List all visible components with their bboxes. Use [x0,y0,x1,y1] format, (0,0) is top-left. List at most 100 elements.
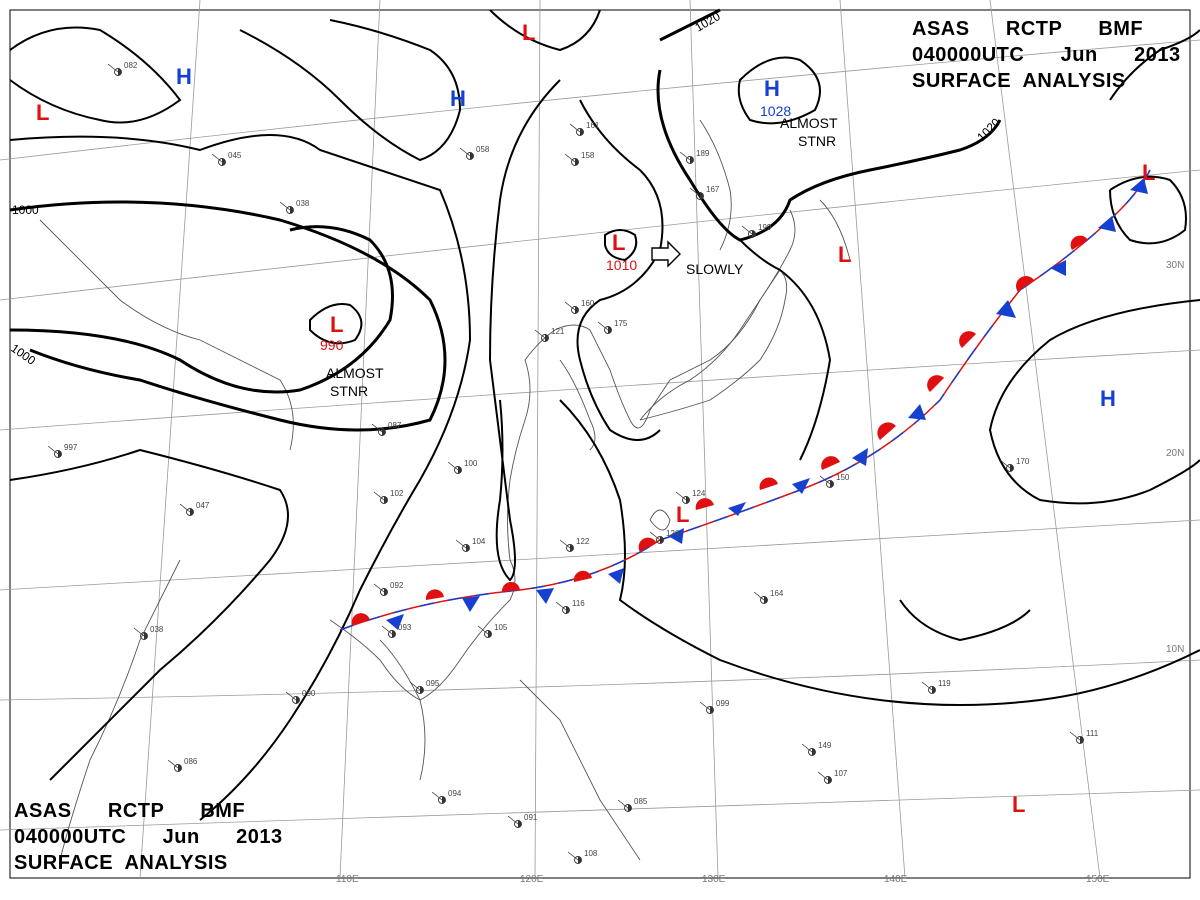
station-pressure: 164 [770,589,784,598]
parallel-30n [0,169,1200,301]
low-symbol-se: L [1012,792,1025,817]
high-okhotsk-note-2: STNR [798,133,836,149]
coast-japan [639,269,788,421]
isobar-1012-korea [576,99,664,441]
coast-philippines [519,679,641,861]
station-wind-barb [477,625,489,635]
station-pressure: 149 [818,741,832,750]
isobar-trop-pocket [899,599,1031,642]
isobar-high-nw [9,26,182,124]
station-wind-barb [1069,731,1081,741]
station-wind-barb [285,691,297,701]
station-pressure: 167 [706,185,720,194]
station-cloud-cover [458,466,462,474]
station-wind-barb [47,445,59,455]
station-pressure: 094 [448,789,462,798]
isobar-label-1020-a: 1020 [693,9,723,35]
station-wind-barb [817,771,829,781]
low-symbol-east: L [838,242,851,267]
title-top-line-2: 040000UTC Jun 2013 [912,44,1181,66]
low-west-symbol: L [330,312,343,337]
low-korea-symbol: L [612,230,625,255]
low-korea-note: SLOWLY [686,261,744,277]
front-line [339,169,1151,631]
low-symbol-taiwan: L [676,502,689,527]
low-symbol-ne: L [1142,160,1155,185]
station-pressure: 126 [666,529,680,538]
station-wind-barb [534,329,546,339]
station-wind-barb [381,625,393,635]
station-plots: 082 045 038 058 158 160 175 161 189 167 199 121 100 1… [47,61,1099,864]
coast-taiwan [649,509,671,531]
isobar-north-lobe [489,9,601,52]
station-pressure: 058 [476,145,490,154]
station-pressure: 121 [551,327,565,336]
station-pressure: 095 [426,679,440,688]
low-korea-value: 1010 [606,257,637,273]
isobar-label-1000-a: 1000 [12,203,39,217]
station-cloud-cover [296,696,300,704]
lon-label-140e: 140E [884,874,908,885]
station-cloud-cover [578,856,582,864]
station-wind-barb [371,423,383,433]
station-pressure: 189 [696,149,710,158]
station-wind-barb [373,583,385,593]
station-pressure: 158 [581,151,595,160]
station-wind-barb [649,531,661,541]
parallel-40n [0,39,1200,161]
isobar-1000-west [9,200,447,432]
station-wind-barb [564,301,576,311]
lat-label-30n: 30N [1166,260,1184,271]
isobar-1008-central [488,79,561,582]
parallel-20n [0,349,1200,431]
isobars [9,8,1200,821]
station-pressure: 045 [228,151,242,160]
meridian-130e [689,0,719,879]
station-pressure: 160 [581,299,595,308]
station-pressure: 116 [572,599,585,608]
station-wind-barb [564,153,576,163]
station-cloud-cover [392,630,396,638]
graticule [0,0,1200,879]
movement-arrow-icon [651,240,681,268]
coast-mainland [329,209,796,701]
station-wind-barb [431,791,443,801]
station-cloud-cover [828,776,832,784]
station-cloud-cover [545,334,549,342]
station-cloud-cover [1080,736,1084,744]
station-wind-barb [373,491,385,501]
station-cloud-cover [575,306,579,314]
station-wind-barb [921,681,933,691]
lon-label-120e: 120E [520,874,544,885]
stationary-front [339,169,1151,631]
station-pressure: 091 [524,813,538,822]
station-pressure: 105 [494,623,508,632]
meridian-140e [839,0,906,879]
station-cloud-cover [566,606,570,614]
station-wind-barb [447,461,459,471]
cold-front-triangles [386,178,1148,630]
station-wind-barb [753,591,765,601]
title-top-line-1: ASAS RCTP BMF [912,18,1144,40]
lat-label-10n: 10N [1166,644,1184,655]
station-cloud-cover [608,326,612,334]
low-west-note-2: STNR [330,383,368,399]
station-wind-barb [675,491,687,501]
station-pressure: 087 [388,421,402,430]
station-cloud-cover [488,630,492,638]
station-cloud-cover [686,496,690,504]
station-cloud-cover [812,748,816,756]
station-cloud-cover [1010,464,1014,472]
station-cloud-cover [420,686,424,694]
isobar-1028-center [737,56,821,125]
isobar-1000-inner [9,225,394,394]
station-wind-barb [107,63,119,73]
station-wind-barb [741,225,753,235]
station-wind-barb [567,851,579,861]
station-cloud-cover [470,152,474,160]
title-bottom-line-1: ASAS RCTP BMF [14,800,246,822]
station-pressure: 170 [1016,457,1030,466]
station-wind-barb [409,681,421,691]
